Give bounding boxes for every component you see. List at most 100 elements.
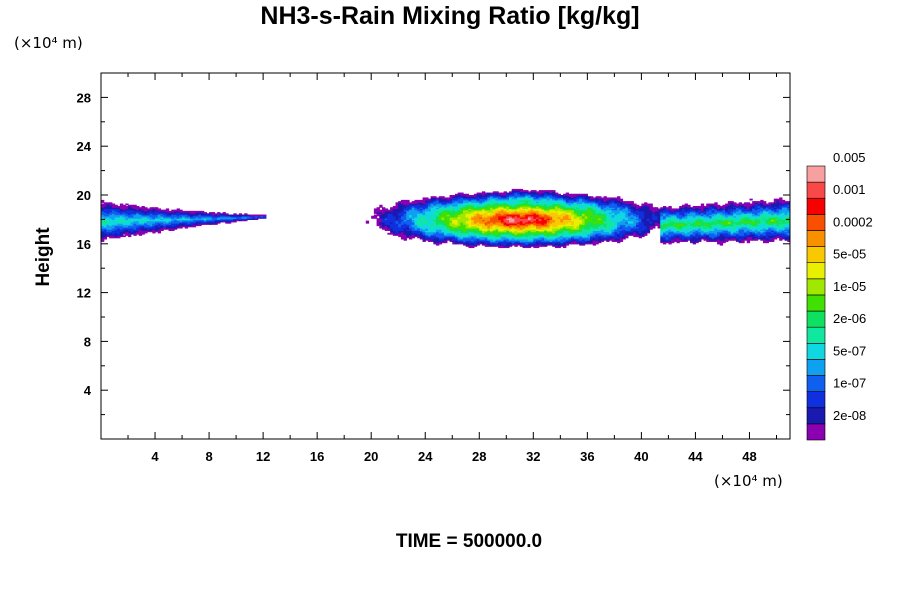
contour-cell [530,234,534,236]
contour-cell [114,205,118,208]
contour-cell [587,235,591,238]
contour-cell [471,201,475,203]
contour-cell [479,230,483,233]
contour-cell [527,210,532,213]
contour-cell [633,231,637,234]
contour-cell [176,215,180,218]
contour-cell [544,202,548,205]
contour-cell [519,240,524,242]
contour-cell [414,231,418,234]
contour-cell [541,215,545,218]
contour-cell [411,201,416,203]
contour-cell [479,215,483,218]
contour-cell [544,203,548,206]
contour-cell [460,196,464,199]
contour-cell [476,243,480,246]
contour-cell [603,210,607,213]
contour-cell [406,232,410,235]
contour-cell [468,236,472,239]
contour-cell [552,216,556,219]
contour-cell [606,235,610,238]
contour-cell [552,242,556,245]
contour-cell [484,221,488,224]
contour-cell [130,214,135,217]
contour-cell [430,227,434,230]
contour-cell [606,218,610,220]
contour-cell [630,216,634,219]
contour-cell [536,209,540,212]
contour-cell [449,232,453,235]
contour-cell [101,210,105,213]
contour-cell [530,236,534,239]
contour-cell [665,213,670,216]
contour-cell [130,204,135,207]
contour-cell [390,220,394,223]
contour-cell [465,240,470,242]
contour-cell [454,240,459,242]
contour-cell [430,212,434,214]
contour-cell [471,242,475,245]
contour-cell [641,210,645,213]
contour-cell [373,216,378,219]
contour-cell [255,218,259,220]
contour-cell [503,221,507,224]
contour-cell [595,232,599,235]
contour-cell [481,196,486,199]
contour-cell [600,227,605,230]
contour-cell [503,191,507,194]
contour-cell [481,202,486,205]
contour-cell [430,203,434,206]
contour-cell [598,215,602,218]
contour-cell [511,199,515,202]
contour-cell [536,193,540,196]
contour-cell [671,234,675,236]
contour-cell [184,225,189,228]
contour-cell [579,231,583,234]
contour-cell [633,208,637,211]
contour-cell [663,208,667,211]
contour-cell [452,205,456,208]
contour-cell [538,240,543,242]
contour-cell [454,210,459,213]
contour-cell [527,229,532,231]
contour-cell [379,215,383,218]
contour-cell [549,197,553,200]
contour-cell [584,231,588,234]
contour-cell [125,219,129,222]
contour-cell [546,215,551,218]
contour-cell [138,225,143,228]
contour-cell [598,203,602,206]
contour-cell [498,238,502,241]
contour-cell [668,212,672,214]
contour-cell [654,207,659,210]
contour-cell [446,221,451,224]
contour-cell [409,213,413,216]
contour-cell [198,218,202,220]
contour-cell [155,224,159,227]
contour-cell [479,209,483,212]
contour-cell [103,203,108,206]
contour-cell [463,238,467,241]
contour-cell [503,212,507,214]
contour-cell [452,230,456,233]
contour-cell [438,235,443,238]
contour-cell [379,226,383,229]
contour-cell [200,223,205,225]
contour-cell [446,209,451,212]
contour-cell [536,232,540,235]
contour-cell [246,215,251,218]
contour-cell [476,236,480,239]
contour-cell [544,199,548,202]
contour-cell [665,224,670,227]
contour-cell [141,213,145,216]
contour-cell [487,218,491,220]
contour-cell [503,230,507,233]
contour-cell [406,229,410,231]
contour-cell [387,213,391,216]
contour-cell [563,234,567,236]
contour-cell [541,245,545,247]
contour-cell [617,241,621,244]
contour-cell [603,225,607,228]
contour-cell [595,201,599,203]
contour-cell [414,213,418,216]
